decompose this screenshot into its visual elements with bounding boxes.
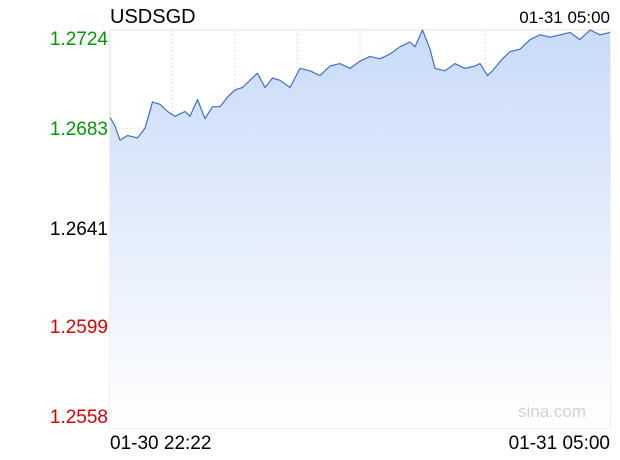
y-tick-label: 1.2683: [49, 119, 108, 140]
x-axis-start-label: 01-30 22:22: [110, 433, 212, 454]
y-tick-label: 1.2641: [49, 219, 108, 240]
y-tick-label: 1.2599: [49, 317, 108, 338]
y-tick-label: 1.2724: [49, 29, 108, 50]
price-area: [110, 30, 610, 428]
price-line: [109, 29, 611, 141]
symbol-title: USDSGD: [110, 6, 196, 28]
watermark: sina.com: [517, 402, 586, 421]
y-tick-label: 1.2558: [49, 407, 108, 428]
x-axis-end-label: 01-31 05:00: [508, 433, 610, 454]
last-update-time: 01-31 05:00: [519, 8, 610, 27]
